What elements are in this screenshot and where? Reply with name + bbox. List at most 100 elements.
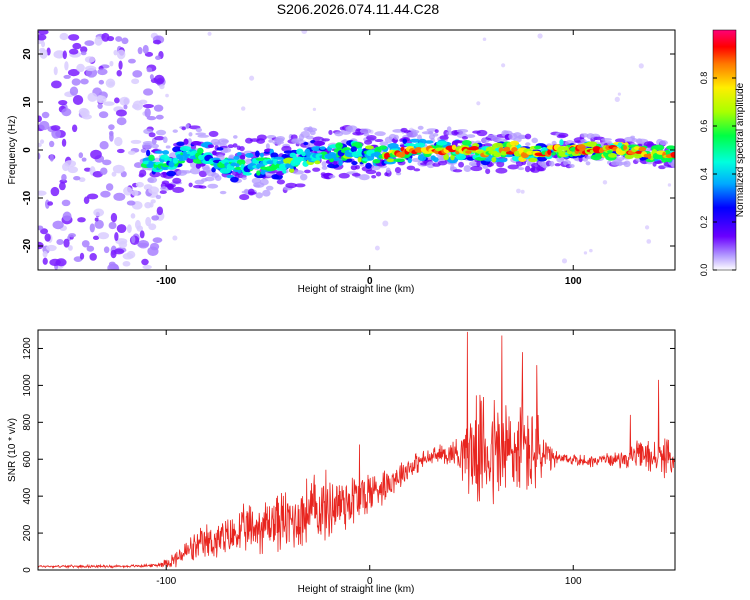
spectrogram-signal-cell — [265, 143, 270, 150]
spectrogram-noise-cell — [132, 70, 143, 78]
spectrogram-signal-cell — [371, 175, 377, 179]
spectrogram-noise-cell — [137, 239, 150, 249]
spectrogram-noise-cell — [516, 188, 521, 194]
spectrogram-noise-cell — [172, 235, 178, 241]
y-tick-label: -10 — [22, 190, 33, 205]
spectrogram-signal-cell — [155, 194, 162, 200]
spectrogram-signal-cell — [187, 138, 193, 145]
spectrogram-signal-cell — [463, 165, 472, 173]
spectrogram-noise-cell — [116, 224, 127, 234]
spectrogram-noise-cell — [116, 117, 127, 126]
spectrogram-noise-cell — [131, 103, 140, 110]
spectrogram-signal-cell — [458, 161, 464, 168]
spectrogram-signal-cell — [321, 161, 327, 167]
spectrogram-signal-cell — [386, 158, 395, 163]
snr-frame — [37, 329, 676, 571]
spectrogram-signal-cell — [270, 163, 278, 171]
spectrogram-noise-cell — [138, 173, 145, 178]
spectrogram-signal-cell — [624, 154, 634, 160]
spectrogram-noise-cell — [80, 46, 88, 53]
spectrogram-noise-cell — [76, 63, 85, 73]
spectrogram-noise-cell — [86, 193, 99, 200]
spectrogram-noise-cell — [126, 200, 136, 206]
spectrogram-noise-cell — [153, 104, 164, 112]
spectrogram-noise-cell — [638, 63, 644, 69]
spectrogram-noise-cell — [374, 245, 380, 251]
spectrogram-noise-cell — [476, 101, 481, 106]
spectrogram-signal-cell — [446, 126, 452, 132]
spectrogram-signal-cell — [498, 158, 508, 163]
colorbar: 0.0 0.2 0.4 0.6 0.8 Normalized spectral ampl… — [699, 29, 746, 276]
spectrogram-noise-cell — [92, 235, 100, 241]
spectrogram-noise-cell — [81, 240, 90, 248]
spectrogram-noise-cell — [103, 246, 110, 254]
spectrogram-noise-cell — [94, 219, 104, 229]
spectrogram-noise-cell — [126, 250, 136, 259]
spectrogram-noise-cell — [69, 86, 79, 96]
spectrogram-signal-cell — [476, 160, 481, 167]
spectrogram-noise-cell — [84, 40, 95, 46]
spectrogram-noise-cell — [49, 258, 61, 267]
spectrogram-signal-cell — [207, 144, 215, 149]
colorbar-tick-label: 0.2 — [699, 216, 709, 229]
spectrogram-noise-cell — [49, 140, 55, 148]
colorbar-label: Normalized spectral amplitude — [735, 82, 746, 217]
spectrogram-signal-cell — [270, 152, 279, 159]
spectrogram-signal-cell — [227, 144, 234, 149]
spectrogram-signal-cell — [393, 158, 406, 163]
spectrogram-noise-cell — [81, 114, 92, 120]
spectrogram-signal-cell — [319, 146, 326, 150]
x-tick-label: 0 — [367, 276, 373, 287]
spectrogram-noise-cell — [90, 149, 102, 160]
spectrogram-noise-cell — [106, 35, 115, 42]
spectrogram-signal-cell — [306, 127, 318, 133]
spectrogram-noise-cell — [114, 231, 119, 242]
y-tick-label: 0 — [22, 147, 33, 153]
spectrogram-signal-cell — [304, 169, 311, 174]
spectrogram-signal-cell — [239, 145, 245, 152]
spectrogram-noise-cell — [68, 48, 79, 55]
spectrogram-signal-cell — [172, 146, 182, 153]
spectrogram-signal-cell — [154, 135, 165, 141]
spectrogram-noise-cell — [123, 186, 133, 196]
spectrogram-signal-cell — [312, 167, 321, 172]
spectrogram-signal-cell — [531, 137, 538, 144]
spectrogram-signal-cell — [434, 129, 439, 133]
y-tick-label: 20 — [22, 48, 33, 60]
spectrogram-signal-cell — [559, 139, 564, 146]
spectrogram-signal-cell — [461, 140, 472, 146]
spectrogram-signal-cell — [607, 150, 613, 154]
spectrogram-noise-cell — [93, 208, 105, 217]
spectrogram-signal-cell — [350, 146, 357, 153]
y-tick-label: 400 — [22, 487, 33, 504]
spectrogram-noise-cell — [62, 211, 72, 222]
colorbar-ticks: 0.0 0.2 0.4 0.6 0.8 — [699, 72, 736, 276]
spectrogram-noise-cell — [64, 61, 69, 71]
spectrogram-noise-cell — [142, 88, 154, 96]
spectrogram-signal-cell — [235, 163, 240, 168]
spectrogram-noise-cell — [135, 219, 141, 230]
spectrogram-noise-cell — [46, 244, 57, 252]
spectrogram-signal-cell — [172, 157, 179, 164]
spectrogram-signal-cell — [466, 134, 476, 138]
spectrogram-noise-cell — [141, 258, 149, 266]
spectrogram-signal-cell — [189, 161, 198, 169]
spectrogram-noise-cell — [58, 100, 68, 106]
spectrogram-noise-cell — [602, 180, 608, 185]
spectrogram-signal-cell — [150, 143, 160, 149]
spectrogram-noise-cell — [72, 42, 82, 50]
spectrogram-signal-cell — [456, 128, 469, 133]
spectrogram-noise-cell — [148, 223, 157, 231]
spectrogram-signal-cell — [147, 176, 158, 184]
spectrogram-signal-cell — [585, 141, 598, 148]
spectrogram-signal-cell — [615, 157, 625, 161]
spectrogram-noise-cell — [131, 235, 136, 244]
spectrogram-noise-cell — [644, 225, 650, 230]
spectrogram-signal-cell — [374, 138, 384, 143]
spectrogram-signal-cell — [395, 151, 406, 158]
spectrogram-noise-cell — [51, 128, 61, 139]
spectrogram-signal-cell — [355, 165, 360, 170]
spectrogram-signal-cell — [551, 151, 556, 156]
spectrogram-x-ticks: -100 0 100 — [156, 30, 582, 287]
spectrogram-noise-cell — [51, 80, 62, 89]
